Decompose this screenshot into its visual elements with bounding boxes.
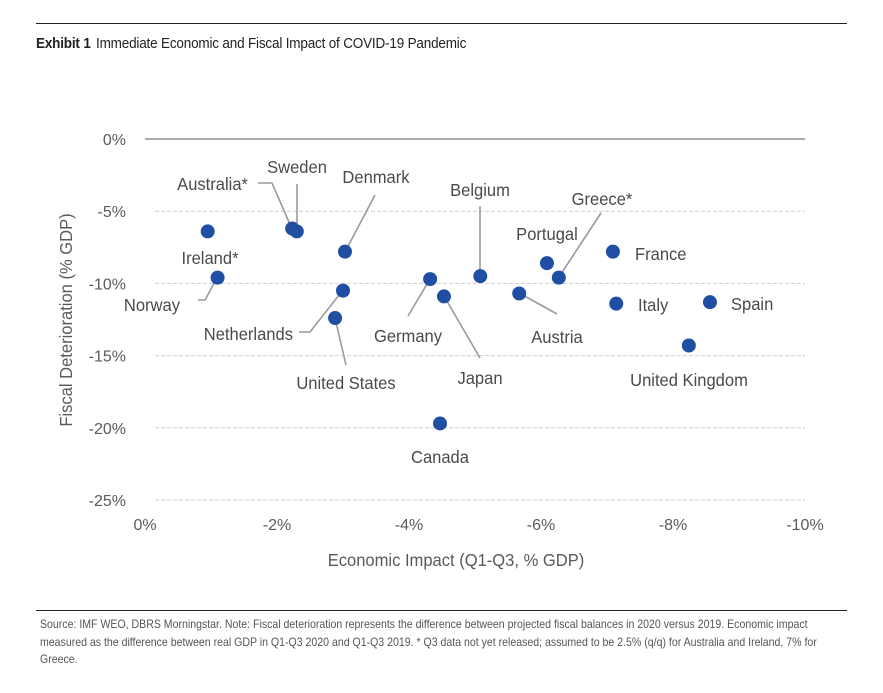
- source-footnote: Source: IMF WEO, DBRS Morningstar. Note:…: [40, 617, 817, 666]
- exhibit-label: Exhibit 1: [36, 35, 91, 52]
- data-point: [336, 283, 350, 298]
- y-tick-label: -10%: [89, 276, 126, 293]
- x-tick-label: -10%: [786, 517, 823, 534]
- y-tick-label: -5%: [98, 204, 126, 221]
- data-point: [702, 295, 717, 310]
- leader-line: [258, 182, 293, 230]
- y-tick-label: 0%: [103, 132, 126, 149]
- x-axis-title: Economic Impact (Q1-Q3, % GDP): [328, 549, 585, 570]
- data-point: [551, 270, 566, 285]
- x-tick-label: -2%: [263, 517, 291, 534]
- leader-line: [407, 278, 431, 317]
- point-label: Spain: [731, 293, 773, 314]
- point-label: Denmark: [342, 166, 409, 187]
- data-point: [289, 224, 304, 239]
- point-label: United States: [296, 372, 396, 393]
- data-point: [609, 296, 624, 311]
- data-point: [681, 338, 696, 353]
- point-label: Canada: [411, 446, 469, 467]
- x-tick-label: -4%: [395, 517, 423, 534]
- point-label: Italy: [638, 294, 669, 315]
- point-label: Portugal: [516, 223, 578, 244]
- leader-line: [443, 295, 481, 359]
- leader-line: [344, 194, 376, 253]
- leader-line: [198, 277, 218, 301]
- data-point: [473, 269, 488, 284]
- top-rule: [36, 23, 847, 24]
- exhibit-title-text: Immediate Economic and Fiscal Impact of …: [96, 35, 467, 52]
- x-tick-labels: 0% -2% -4% -6% -8% -10%: [133, 517, 823, 534]
- scatter-chart: 0% -5% -10% -15% -20% -25% 0% -2% -4% -6% -8% -10%…: [55, 132, 823, 570]
- data-point: [433, 416, 448, 431]
- data-point: [605, 244, 620, 259]
- y-tick-labels: 0% -5% -10% -15% -20% -25%: [89, 132, 126, 510]
- data-point: [210, 270, 225, 285]
- point-label: Norway: [124, 294, 180, 315]
- exhibit-title: Exhibit 1 Immediate Economic and Fiscal I…: [36, 35, 466, 52]
- bottom-rule: [36, 610, 847, 611]
- data-point: [436, 289, 451, 304]
- leader-line: [299, 289, 344, 333]
- point-label: France: [635, 243, 687, 264]
- point-label: Japan: [457, 367, 502, 388]
- point-label: Germany: [374, 325, 442, 346]
- x-tick-label: -6%: [527, 517, 555, 534]
- data-points: [200, 221, 717, 431]
- point-label: Belgium: [450, 179, 510, 200]
- y-tick-label: -20%: [89, 421, 126, 438]
- y-axis-title: Fiscal Deterioration (% GDP): [55, 213, 76, 426]
- data-point: [200, 224, 215, 239]
- point-label: Austria: [531, 326, 583, 347]
- leader-line: [334, 317, 347, 366]
- point-label: United Kingdom: [630, 369, 748, 390]
- y-tick-label: -25%: [89, 493, 126, 510]
- point-label: Australia*: [177, 173, 248, 194]
- data-point: [328, 311, 343, 326]
- point-labels: Ireland* Norway Australia* Sweden Denmark Net…: [124, 156, 773, 467]
- y-tick-label: -15%: [89, 349, 126, 366]
- data-point: [423, 272, 438, 287]
- data-point: [539, 256, 554, 271]
- data-point: [512, 286, 527, 301]
- point-label: Sweden: [267, 156, 327, 177]
- point-label: Greece*: [572, 188, 633, 209]
- data-point: [337, 244, 352, 259]
- point-label: Netherlands: [204, 323, 294, 344]
- x-tick-label: -8%: [659, 517, 687, 534]
- leader-lines: [198, 182, 602, 366]
- x-tick-label: 0%: [133, 517, 156, 534]
- leader-line: [558, 212, 602, 278]
- point-label: Ireland*: [181, 247, 238, 268]
